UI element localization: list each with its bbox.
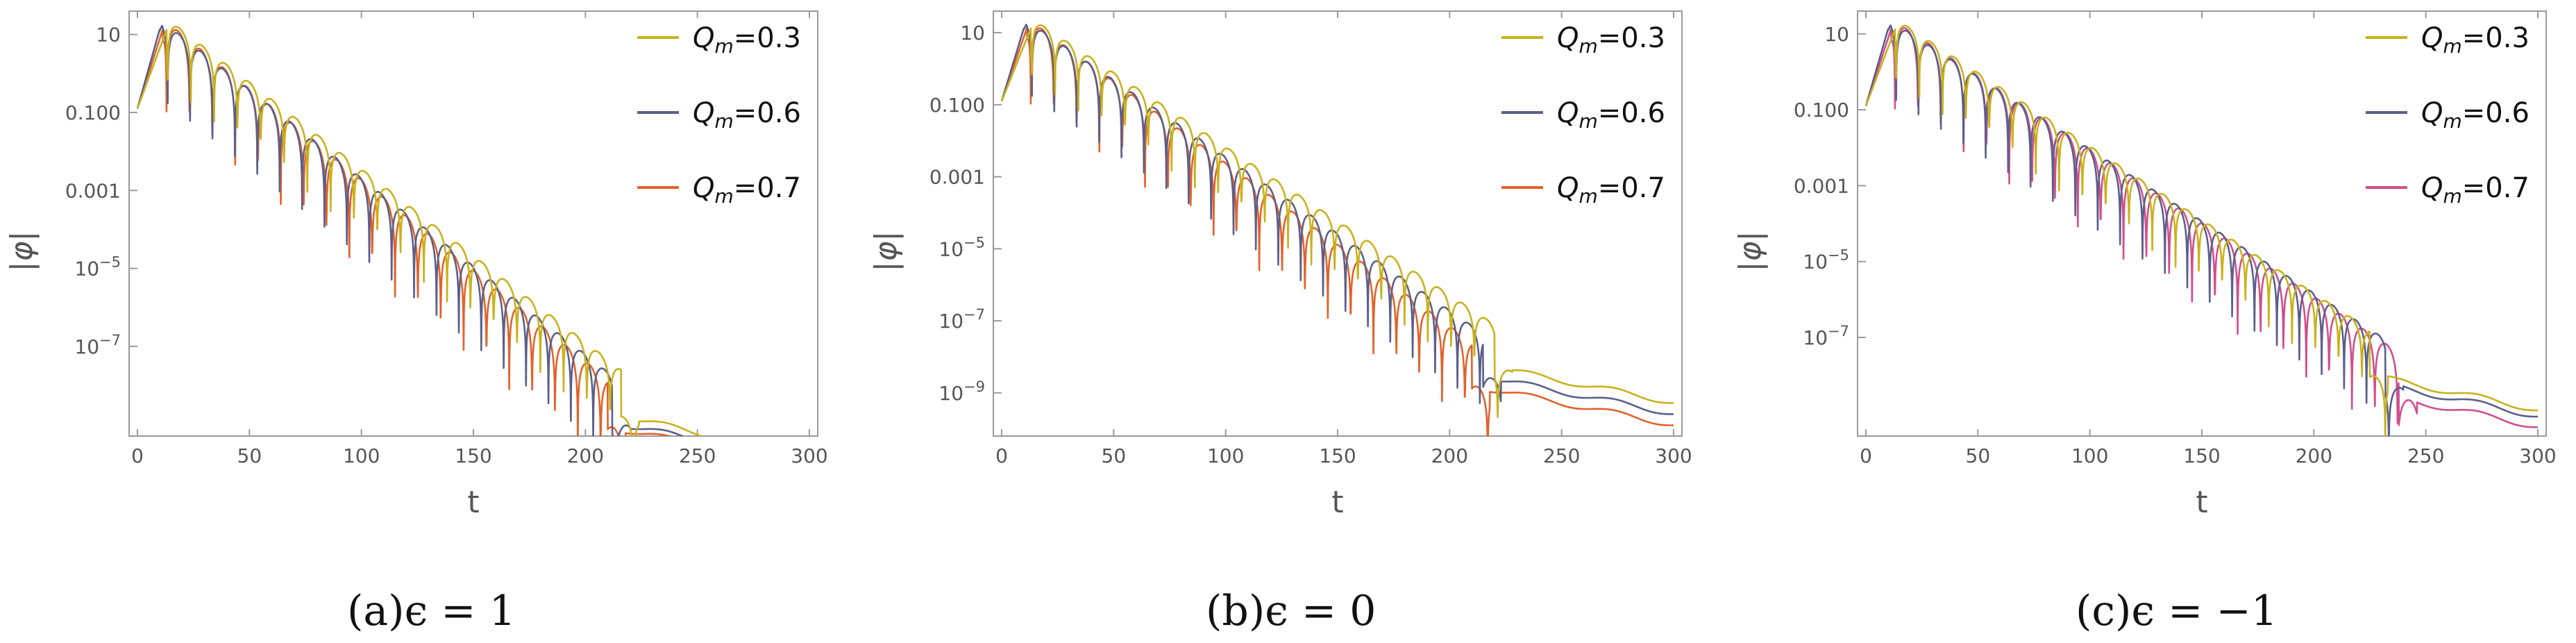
chart-panel-0: 0 50 100 150 200 250 300 10 0.100 0.001 10−5 10−7 t |…	[4, 10, 828, 520]
chart-panel-2: 0 50 100 150 200 250 300 10 0.100 0.001 10−5 10−7 t |…	[1733, 10, 2557, 520]
series-line	[136, 26, 705, 436]
x-tick-label: 50	[1966, 444, 1991, 467]
legend-label: Qm=0.6	[1557, 97, 1665, 133]
x-tick-label: 50	[237, 444, 262, 467]
x-tick-label: 150	[455, 444, 491, 467]
chart-panel-1: 0 50 100 150 200 250 300 10 0.100 0.001 10−5 10−7 10…	[868, 10, 1692, 520]
series-line	[1864, 24, 2539, 436]
y-tick-label: 0.100	[65, 101, 121, 124]
panel-caption: (b)ϵ = 0	[1206, 587, 1376, 635]
x-tick-label: 0	[131, 444, 144, 467]
x-tick-label: 200	[1431, 444, 1468, 467]
x-tick-label: 0	[1860, 444, 1872, 467]
x-tick-label: 150	[1319, 444, 1356, 467]
legend-label: Qm=0.6	[2421, 97, 2529, 133]
panel-caption: (c)ϵ = −1	[2076, 587, 2278, 635]
x-tick-label: 0	[995, 444, 1008, 467]
y-tick-label: 0.100	[1794, 99, 1849, 122]
x-tick-label: 250	[1543, 444, 1580, 467]
y-tick-label: 10	[960, 22, 985, 44]
y-tick-label: 10−5	[1803, 247, 1849, 274]
series-line	[1864, 24, 2539, 436]
x-tick-label: 200	[2296, 444, 2332, 467]
y-tick-label: 10−7	[1803, 323, 1849, 349]
x-axis-label: t	[2196, 485, 2207, 520]
legend-label: Qm=0.6	[693, 97, 801, 133]
x-axis-label: t	[467, 485, 479, 520]
x-tick-label: 50	[1102, 444, 1127, 467]
legend-label: Qm=0.3	[2421, 22, 2529, 58]
y-tick-label: 10−7	[74, 332, 121, 358]
legend-label: Qm=0.3	[1557, 22, 1665, 58]
y-tick-label: 0.100	[929, 94, 985, 117]
x-tick-label: 200	[567, 444, 604, 467]
series-line	[1000, 24, 1674, 415]
y-axis-label: |φ|	[1733, 231, 1768, 272]
x-tick-label: 100	[1207, 444, 1244, 467]
series-line	[1000, 24, 1674, 419]
x-axis-label: t	[1331, 485, 1343, 520]
x-tick-label: 300	[791, 444, 827, 467]
y-tick-label: 0.001	[65, 179, 121, 202]
legend-label: Qm=0.7	[1557, 172, 1665, 208]
x-tick-label: 150	[2183, 444, 2220, 467]
y-axis-label: |φ|	[4, 231, 40, 272]
x-tick-label: 300	[1655, 444, 1692, 467]
y-axis-label: |φ|	[868, 231, 904, 272]
y-tick-label: 10	[96, 24, 121, 47]
y-tick-label: 0.001	[1794, 174, 1849, 197]
x-tick-label: 100	[343, 444, 380, 467]
y-tick-label: 10−7	[938, 306, 985, 333]
x-tick-label: 250	[2407, 444, 2444, 467]
y-tick-label: 10−5	[938, 234, 985, 260]
y-tick-label: 0.001	[929, 166, 985, 189]
legend-label: Qm=0.3	[693, 22, 801, 58]
legend-label: Qm=0.7	[2421, 172, 2529, 208]
y-tick-label: 10−9	[938, 378, 985, 405]
y-tick-label: 10	[1824, 23, 1849, 46]
panel-caption: (a)ϵ = 1	[347, 587, 516, 635]
x-tick-label: 300	[2519, 444, 2556, 467]
y-tick-label: 10−5	[74, 254, 121, 281]
plot-frame	[993, 10, 1683, 437]
x-tick-label: 250	[679, 444, 716, 467]
x-tick-label: 100	[2071, 444, 2108, 467]
legend-label: Qm=0.7	[693, 172, 801, 208]
